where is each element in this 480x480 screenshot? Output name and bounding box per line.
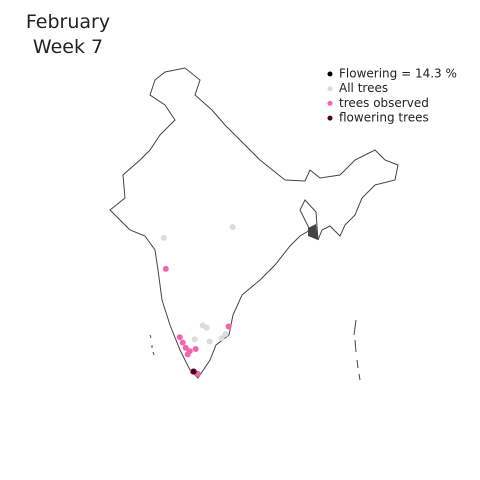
point [179,339,186,346]
point [206,338,213,345]
point [191,336,198,343]
legend-label: trees observed [339,96,429,110]
legend-swatch [327,100,333,106]
point [176,334,183,341]
map-title: February [26,11,110,33]
shaded-delta [308,224,318,240]
point [229,224,236,231]
point [184,351,191,358]
legend-swatch [327,115,333,121]
legend-swatch [327,86,333,92]
point [218,335,225,342]
point [160,234,167,241]
point [182,344,189,351]
legend-swatch [327,71,333,77]
point [203,324,210,331]
islands [149,319,361,381]
point [222,331,229,338]
legend-label: flowering trees [339,111,429,125]
legend-note: Flowering = 14.3 % [339,67,457,81]
point [162,265,169,272]
point [190,368,197,375]
point [225,323,232,330]
map-subtitle: Week 7 [33,36,103,58]
point [192,346,199,352]
country-outline [109,67,399,379]
legend-label: All trees [339,81,388,95]
